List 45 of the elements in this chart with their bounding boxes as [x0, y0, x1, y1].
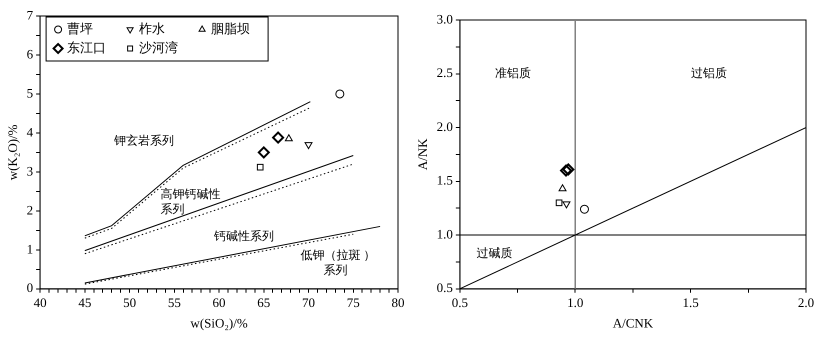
x-tick-label: 55: [168, 295, 181, 310]
annotation: 过碱质: [476, 246, 512, 260]
y-tick-label: 2.0: [436, 118, 453, 134]
x-tick-label: 70: [302, 295, 316, 310]
annotation: 系列: [323, 262, 348, 277]
y-tick-label: 5: [26, 85, 34, 100]
y-tick-label: 6: [26, 46, 34, 62]
y-axis-title: A/NK: [415, 138, 430, 170]
x-tick-label: 0.5: [452, 295, 468, 310]
legend-label: 胭脂坝: [211, 20, 250, 36]
y-axis-title: w(K₂O)/%: [5, 124, 20, 180]
annotation: 高钾钙碱性: [160, 186, 220, 201]
annotation: 过铝质: [691, 66, 728, 80]
annotation: 低钾（拉斑 ）: [300, 248, 376, 262]
x-axis-title: w(SiO₂)/%: [190, 316, 248, 331]
x-tick-label: 65: [257, 295, 270, 310]
annotation: 系列: [160, 202, 185, 216]
x-tick-label: 2.0: [798, 295, 814, 310]
y-tick-label: 1: [26, 241, 34, 256]
annotation: 钾玄岩系列: [112, 134, 174, 148]
y-tick-label: 1.0: [436, 226, 453, 242]
x-tick-label: 1.5: [682, 295, 699, 310]
y-tick-label: 1.5: [436, 172, 453, 188]
legend-label: 沙河湾: [139, 40, 178, 55]
x-tick-label: 80: [392, 295, 404, 310]
y-tick-label: 3.0: [436, 11, 453, 26]
y-tick-label: 2: [26, 202, 34, 218]
legend-label: 曹坪: [67, 20, 94, 36]
y-tick-label: 0: [26, 280, 34, 296]
x-tick-label: 50: [123, 295, 136, 310]
x-tick-label: 40: [34, 295, 47, 310]
annotation: 准铝质: [494, 66, 531, 80]
y-tick-label: 4: [26, 124, 34, 140]
y-tick-label: 2.5: [436, 65, 453, 80]
x-axis-title: A/CNK: [612, 316, 654, 331]
y-tick-label: 3: [26, 163, 34, 178]
legend-label: 柞水: [139, 20, 166, 36]
x-tick-label: 1.0: [567, 295, 584, 310]
x-tick-label: 75: [346, 295, 360, 310]
annotation: 钙碱性系列: [213, 228, 274, 243]
y-tick-label: 7: [26, 7, 34, 22]
legend-label: 东江口: [67, 40, 106, 55]
x-tick-label: 45: [78, 295, 92, 310]
x-tick-label: 60: [212, 295, 226, 310]
y-tick-label: 0.5: [436, 280, 453, 296]
